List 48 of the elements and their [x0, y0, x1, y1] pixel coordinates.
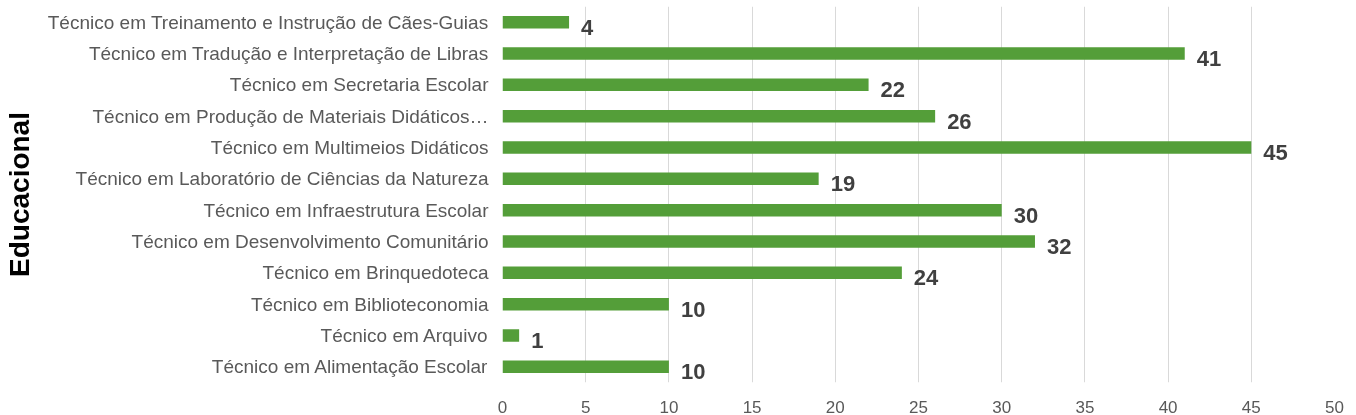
data-label: 4 — [581, 14, 595, 40]
data-label: 19 — [830, 171, 856, 197]
data-label: 41 — [1196, 46, 1222, 71]
y-tick-label: Técnico em Laboratório de Ciências da Natureza — [75, 168, 489, 190]
bar — [502, 141, 1252, 154]
x-tick-label: 0 — [497, 397, 508, 415]
y-tick-label: Técnico em Infraestrutura Escolar — [203, 199, 490, 221]
bar — [502, 78, 869, 92]
bar — [502, 266, 902, 280]
bar — [502, 203, 1002, 217]
x-tick-label: 45 — [1241, 397, 1261, 415]
bar — [502, 329, 520, 342]
x-tick-label: 20 — [825, 397, 845, 415]
bar — [502, 297, 669, 311]
data-label: 22 — [880, 77, 906, 103]
y-tick-label: Técnico em Treinamento e Instrução de Cães-Guias — [47, 11, 489, 33]
bar — [502, 109, 936, 123]
data-label: 32 — [1046, 234, 1072, 259]
bar — [502, 47, 1185, 60]
x-tick-label: 10 — [659, 397, 679, 415]
x-tick-label: 5 — [580, 397, 591, 415]
y-tick-label: Técnico em Biblioteconomia — [250, 293, 489, 315]
bar — [502, 360, 669, 374]
bar — [502, 172, 819, 186]
y-tick-label: Técnico em Secretaria Escolar — [229, 74, 490, 96]
data-label: 1 — [531, 328, 544, 353]
y-axis-title: Educacional — [3, 112, 35, 277]
data-label: 24 — [913, 265, 940, 291]
data-label: 30 — [1013, 202, 1039, 228]
y-tick-label: Técnico em Alimentação Escolar — [211, 356, 489, 378]
y-tick-label: Técnico em Brinquedoteca — [262, 262, 489, 284]
y-tick-label: Técnico em Tradução e Interpretação de Libras — [88, 43, 489, 64]
data-label: 10 — [680, 359, 706, 385]
x-tick-label: 35 — [1075, 397, 1095, 415]
x-tick-label: 50 — [1325, 397, 1344, 415]
data-label: 26 — [947, 108, 972, 134]
bar — [502, 235, 1035, 248]
x-tick-label: 15 — [742, 397, 762, 415]
data-label: 10 — [680, 296, 706, 322]
data-label: 45 — [1263, 140, 1288, 165]
y-tick-label: Técnico em Multimeios Didáticos — [210, 137, 489, 158]
y-tick-label: Técnico em Desenvolvimento Comunitário — [131, 231, 489, 252]
y-tick-label: Técnico em Produção de Materiais Didáticos… — [92, 105, 489, 127]
bar — [502, 15, 570, 29]
x-tick-label: 25 — [909, 397, 928, 415]
x-tick-label: 40 — [1158, 397, 1178, 415]
y-tick-label: Técnico em Arquivo — [320, 325, 488, 346]
x-tick-label: 30 — [992, 397, 1012, 415]
